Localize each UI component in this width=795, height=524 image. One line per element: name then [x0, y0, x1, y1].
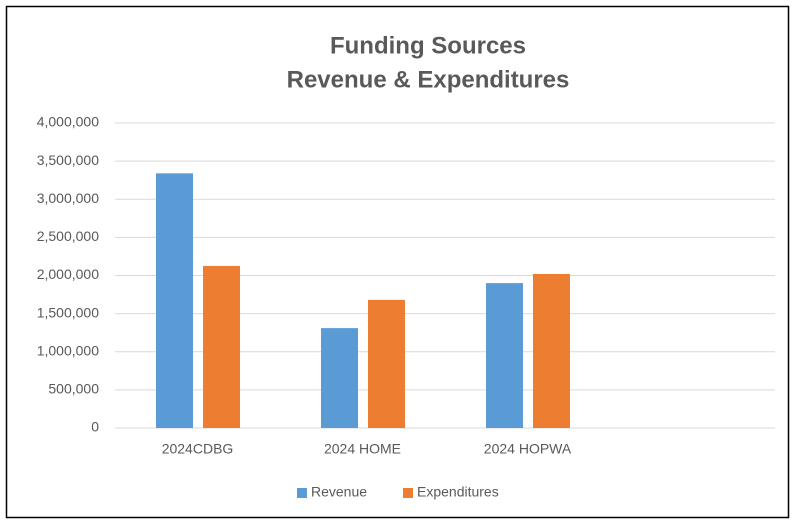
chart-title: Revenue & Expenditures [287, 66, 570, 93]
x-tick-label: 2024CDBG [162, 441, 234, 457]
y-tick-label: 1,500,000 [37, 304, 99, 320]
bar [368, 299, 405, 428]
bar [486, 283, 523, 428]
y-tick-label: 2,500,000 [37, 228, 99, 244]
y-tick-label: 500,000 [48, 381, 99, 397]
x-tick-label: 2024 HOME [324, 441, 401, 457]
x-tick-label: 2024 HOPWA [484, 441, 572, 457]
chart-title: Funding Sources [330, 32, 526, 59]
y-tick-label: 0 [91, 419, 99, 435]
chart-border [5, 5, 790, 519]
y-tick-label: 3,500,000 [37, 152, 99, 168]
legend-label: Expenditures [417, 484, 499, 500]
legend-swatch [403, 488, 413, 498]
bar [156, 173, 193, 428]
y-tick-label: 1,000,000 [37, 342, 99, 358]
y-tick-label: 3,000,000 [37, 190, 99, 206]
bar [321, 328, 358, 428]
y-tick-label: 2,000,000 [37, 266, 99, 282]
legend-label: Revenue [311, 484, 367, 500]
legend-swatch [297, 488, 307, 498]
bar [533, 273, 570, 428]
y-tick-label: 4,000,000 [37, 114, 99, 130]
bar [203, 265, 240, 428]
